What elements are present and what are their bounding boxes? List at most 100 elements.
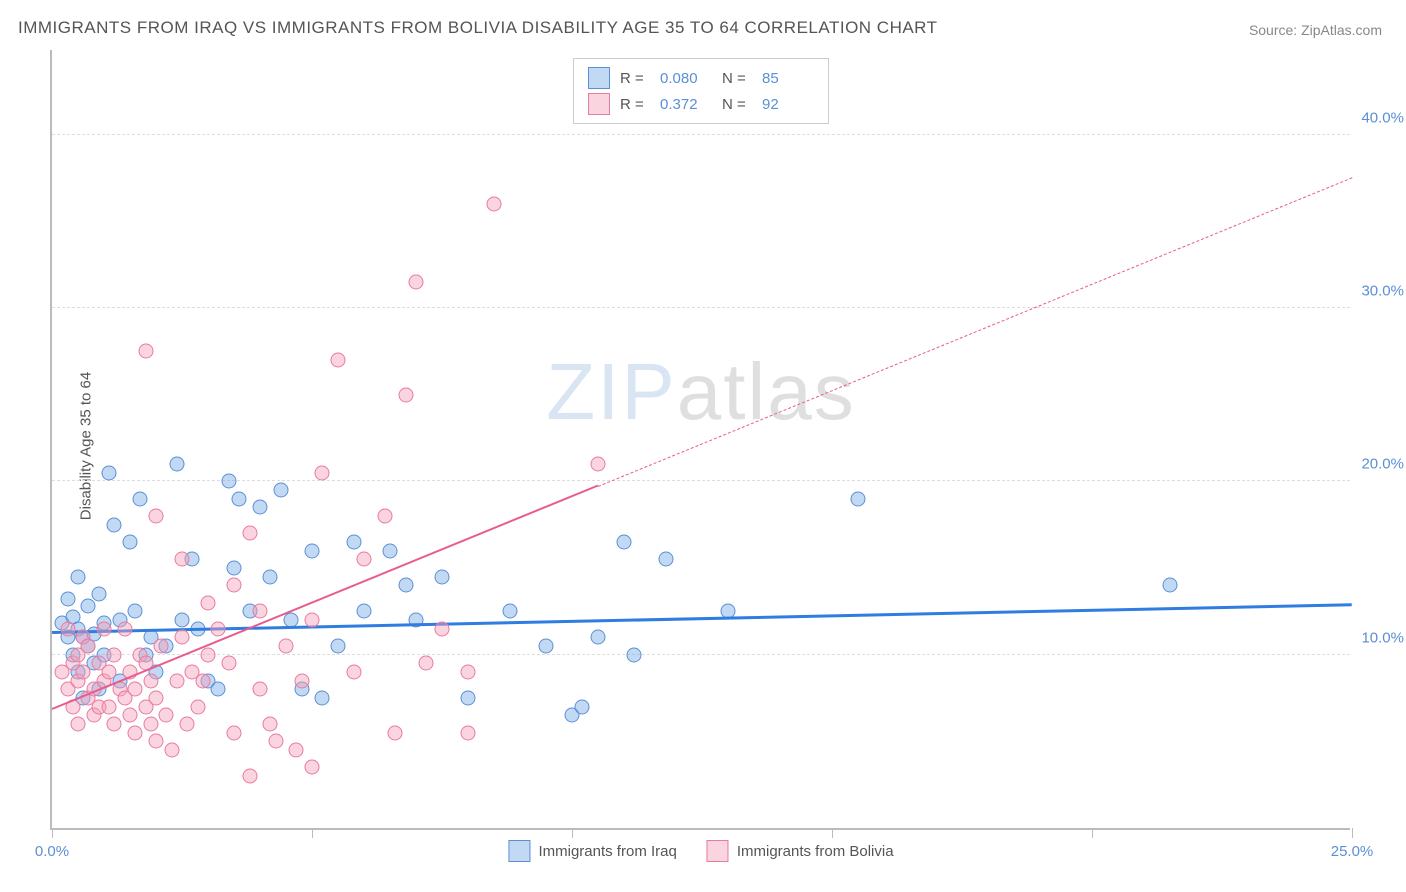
data-point-bolivia [175,552,190,567]
chart-title: IMMIGRANTS FROM IRAQ VS IMMIGRANTS FROM … [18,18,938,38]
data-point-iraq [591,630,606,645]
data-point-bolivia [461,665,476,680]
source-prefix: Source: [1249,22,1301,38]
data-point-iraq [71,569,86,584]
series-legend: Immigrants from Iraq Immigrants from Boli… [508,840,893,862]
data-point-bolivia [81,639,96,654]
data-point-bolivia [357,552,372,567]
data-point-bolivia [102,665,117,680]
data-point-bolivia [419,656,434,671]
data-point-bolivia [487,197,502,212]
data-point-iraq [357,604,372,619]
data-point-bolivia [388,725,403,740]
x-tick [1352,828,1353,838]
source-name: ZipAtlas.com [1301,22,1382,38]
y-tick-label: 20.0% [1361,456,1404,473]
data-point-bolivia [201,647,216,662]
y-gridline [52,307,1350,308]
x-tick [312,828,313,838]
data-point-iraq [227,561,242,576]
data-point-bolivia [97,621,112,636]
y-tick-label: 30.0% [1361,283,1404,300]
data-point-bolivia [107,647,122,662]
data-point-bolivia [409,275,424,290]
data-point-iraq [575,699,590,714]
data-point-iraq [91,587,106,602]
data-point-bolivia [190,699,205,714]
data-point-bolivia [591,457,606,472]
watermark-zip: ZIP [546,347,676,436]
data-point-iraq [273,483,288,498]
data-point-bolivia [227,578,242,593]
data-point-bolivia [242,526,257,541]
legend-swatch [588,67,610,89]
y-gridline [52,480,1350,481]
data-point-iraq [81,599,96,614]
data-point-iraq [232,491,247,506]
data-point-iraq [169,457,184,472]
data-point-bolivia [149,509,164,524]
data-point-bolivia [305,760,320,775]
data-point-iraq [658,552,673,567]
data-point-bolivia [149,691,164,706]
y-tick-label: 10.0% [1361,629,1404,646]
legend-swatch [707,840,729,862]
data-point-bolivia [461,725,476,740]
data-point-iraq [502,604,517,619]
x-tick-label: 0.0% [35,843,69,860]
data-point-bolivia [305,613,320,628]
legend-item: Immigrants from Iraq [508,840,676,862]
data-point-bolivia [398,387,413,402]
legend-r-value: 0.080 [660,70,712,87]
data-point-bolivia [331,353,346,368]
data-point-iraq [617,535,632,550]
x-tick [572,828,573,838]
data-point-bolivia [164,743,179,758]
data-point-iraq [305,543,320,558]
legend-r-label: R = [620,96,650,113]
data-point-iraq [128,604,143,619]
x-tick [52,828,53,838]
data-point-bolivia [268,734,283,749]
data-point-iraq [221,474,236,489]
data-point-bolivia [253,682,268,697]
data-point-bolivia [123,708,138,723]
data-point-bolivia [138,344,153,359]
data-point-bolivia [107,717,122,732]
data-point-iraq [107,517,122,532]
legend-swatch [588,93,610,115]
source-attribution: Source: ZipAtlas.com [1249,22,1382,38]
data-point-iraq [315,691,330,706]
data-point-bolivia [117,621,132,636]
data-point-bolivia [221,656,236,671]
legend-n-value: 85 [762,70,814,87]
data-point-bolivia [289,743,304,758]
legend-row: R =0.372N =92 [588,91,814,117]
data-point-iraq [461,691,476,706]
trend-line [52,485,599,710]
x-tick [832,828,833,838]
data-point-iraq [851,491,866,506]
data-point-bolivia [242,769,257,784]
data-point-bolivia [315,465,330,480]
data-point-iraq [435,569,450,584]
data-point-bolivia [346,665,361,680]
data-point-iraq [627,647,642,662]
y-tick-label: 40.0% [1361,109,1404,126]
data-point-bolivia [60,621,75,636]
data-point-iraq [175,613,190,628]
data-point-iraq [383,543,398,558]
data-point-bolivia [195,673,210,688]
x-tick-label: 25.0% [1331,843,1374,860]
y-gridline [52,654,1350,655]
legend-n-label: N = [722,70,752,87]
watermark: ZIPatlas [546,346,855,438]
legend-n-value: 92 [762,96,814,113]
data-point-bolivia [227,725,242,740]
legend-item: Immigrants from Bolivia [707,840,894,862]
data-point-bolivia [169,673,184,688]
y-gridline [52,134,1350,135]
legend-r-label: R = [620,70,650,87]
data-point-iraq [253,500,268,515]
data-point-iraq [1163,578,1178,593]
